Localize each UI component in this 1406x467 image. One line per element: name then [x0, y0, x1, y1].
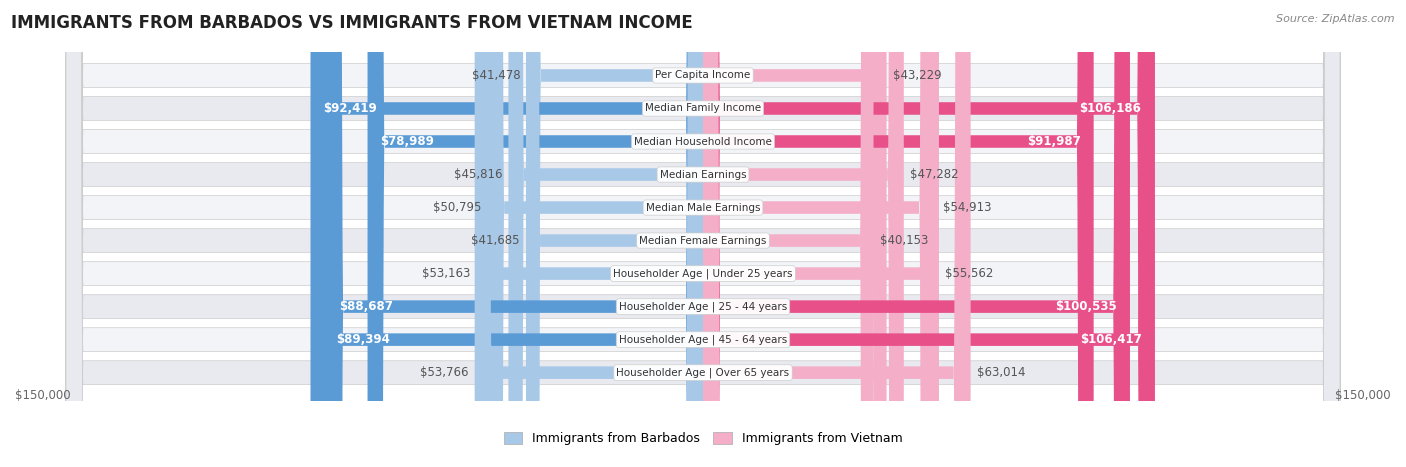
FancyBboxPatch shape — [703, 0, 1154, 467]
FancyBboxPatch shape — [477, 0, 703, 467]
Text: $43,229: $43,229 — [893, 69, 942, 82]
Text: Householder Age | 45 - 64 years: Householder Age | 45 - 64 years — [619, 334, 787, 345]
Text: $47,282: $47,282 — [910, 168, 959, 181]
Text: $89,394: $89,394 — [336, 333, 389, 346]
Text: Median Female Earnings: Median Female Earnings — [640, 235, 766, 246]
Text: $88,687: $88,687 — [339, 300, 392, 313]
FancyBboxPatch shape — [703, 0, 1154, 467]
Text: $150,000: $150,000 — [15, 389, 70, 402]
FancyBboxPatch shape — [66, 0, 1340, 467]
FancyBboxPatch shape — [66, 0, 1340, 467]
FancyBboxPatch shape — [66, 0, 1340, 467]
FancyBboxPatch shape — [66, 0, 1340, 467]
FancyBboxPatch shape — [488, 0, 703, 467]
FancyBboxPatch shape — [66, 0, 1340, 467]
FancyBboxPatch shape — [526, 0, 703, 467]
FancyBboxPatch shape — [66, 0, 1340, 467]
FancyBboxPatch shape — [703, 0, 970, 467]
FancyBboxPatch shape — [311, 0, 703, 467]
FancyBboxPatch shape — [703, 0, 904, 467]
Text: $78,989: $78,989 — [380, 135, 434, 148]
FancyBboxPatch shape — [326, 0, 703, 467]
FancyBboxPatch shape — [527, 0, 703, 467]
FancyBboxPatch shape — [66, 0, 1340, 467]
Text: $150,000: $150,000 — [1336, 389, 1391, 402]
FancyBboxPatch shape — [703, 0, 1094, 467]
Legend: Immigrants from Barbados, Immigrants from Vietnam: Immigrants from Barbados, Immigrants fro… — [499, 427, 907, 450]
Text: $55,562: $55,562 — [945, 267, 994, 280]
Text: Median Household Income: Median Household Income — [634, 136, 772, 147]
FancyBboxPatch shape — [703, 0, 936, 467]
FancyBboxPatch shape — [66, 0, 1340, 467]
Text: Householder Age | Over 65 years: Householder Age | Over 65 years — [616, 368, 790, 378]
Text: $41,685: $41,685 — [471, 234, 520, 247]
Text: $92,419: $92,419 — [323, 102, 377, 115]
Text: Median Earnings: Median Earnings — [659, 170, 747, 179]
Text: Source: ZipAtlas.com: Source: ZipAtlas.com — [1277, 14, 1395, 24]
Text: $41,478: $41,478 — [472, 69, 520, 82]
FancyBboxPatch shape — [703, 0, 1130, 467]
FancyBboxPatch shape — [703, 0, 873, 467]
FancyBboxPatch shape — [703, 0, 887, 467]
Text: $91,987: $91,987 — [1028, 135, 1081, 148]
Text: Householder Age | 25 - 44 years: Householder Age | 25 - 44 years — [619, 301, 787, 312]
FancyBboxPatch shape — [66, 0, 1340, 467]
Text: Median Family Income: Median Family Income — [645, 104, 761, 113]
FancyBboxPatch shape — [66, 0, 1340, 467]
Text: $40,153: $40,153 — [880, 234, 928, 247]
FancyBboxPatch shape — [475, 0, 703, 467]
Text: $106,417: $106,417 — [1080, 333, 1142, 346]
Text: $54,913: $54,913 — [942, 201, 991, 214]
Text: $106,186: $106,186 — [1080, 102, 1142, 115]
FancyBboxPatch shape — [703, 0, 939, 467]
Text: $100,535: $100,535 — [1056, 300, 1118, 313]
Text: Median Male Earnings: Median Male Earnings — [645, 203, 761, 212]
Text: Per Capita Income: Per Capita Income — [655, 71, 751, 80]
FancyBboxPatch shape — [509, 0, 703, 467]
Text: $53,766: $53,766 — [420, 366, 468, 379]
FancyBboxPatch shape — [367, 0, 703, 467]
Text: IMMIGRANTS FROM BARBADOS VS IMMIGRANTS FROM VIETNAM INCOME: IMMIGRANTS FROM BARBADOS VS IMMIGRANTS F… — [11, 14, 693, 32]
Text: $50,795: $50,795 — [433, 201, 481, 214]
Text: $45,816: $45,816 — [454, 168, 502, 181]
Text: $53,163: $53,163 — [422, 267, 471, 280]
Text: Householder Age | Under 25 years: Householder Age | Under 25 years — [613, 269, 793, 279]
Text: $63,014: $63,014 — [977, 366, 1025, 379]
FancyBboxPatch shape — [323, 0, 703, 467]
